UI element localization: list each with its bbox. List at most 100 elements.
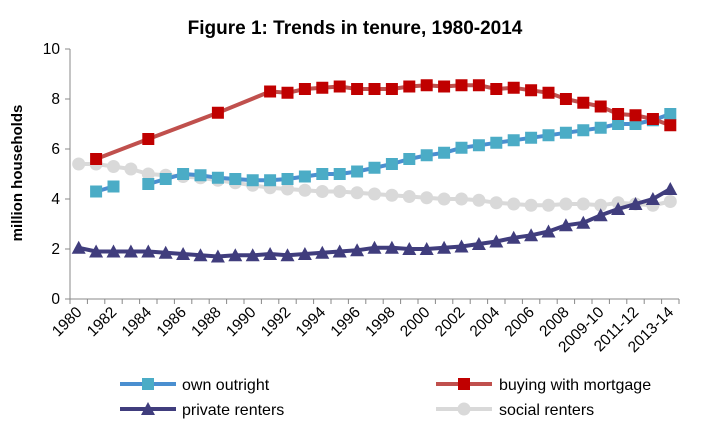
data-point-social-renters — [315, 185, 329, 198]
y-axis-label: million households — [9, 105, 26, 242]
data-point-private-renters — [158, 245, 173, 259]
x-tick-label: 1996 — [328, 304, 364, 340]
data-point-private-renters — [71, 240, 86, 254]
x-tick-label: 1988 — [188, 304, 224, 340]
data-point-social-renters — [559, 197, 573, 211]
x-tick-label: 1998 — [362, 304, 398, 340]
data-point-private-renters — [297, 247, 312, 260]
x-tick-label: 1990 — [223, 304, 260, 341]
data-point-private-renters — [506, 230, 521, 244]
data-point-own-outright — [229, 173, 242, 185]
data-point-buying-with-mortgage — [455, 79, 468, 92]
data-point-buying-with-mortgage — [594, 100, 607, 113]
x-tick-label: 1982 — [84, 304, 120, 340]
data-point-private-renters — [663, 182, 678, 195]
legend-label: buying with mortgage — [499, 377, 651, 394]
series-line-own-outright — [147, 112, 671, 186]
data-point-private-renters — [558, 218, 573, 232]
x-tick-label: 2002 — [432, 304, 468, 340]
data-point-private-renters — [645, 192, 660, 205]
data-point-buying-with-mortgage — [438, 80, 451, 93]
data-point-buying-with-mortgage — [629, 109, 642, 122]
data-point-buying-with-mortgage — [559, 93, 572, 105]
data-point-buying-with-mortgage — [281, 86, 294, 99]
data-point-buying-with-mortgage — [646, 113, 659, 125]
data-point-own-outright — [559, 126, 572, 139]
data-point-private-renters — [210, 249, 225, 263]
legend-label: social renters — [499, 402, 594, 419]
data-point-own-outright — [664, 108, 677, 120]
legend: own outright buying with mortgage private … — [120, 377, 651, 419]
data-point-own-outright — [368, 161, 381, 174]
legend-item-buying-with-mortgage: buying with mortgage — [436, 377, 651, 394]
data-point-social-renters — [489, 196, 503, 210]
data-point-social-renters — [437, 192, 451, 206]
data-point-private-renters — [141, 244, 156, 258]
series-private-renters — [71, 182, 678, 263]
data-point-private-renters — [350, 243, 365, 257]
data-point-own-outright — [438, 146, 451, 159]
data-point-social-renters — [141, 167, 155, 181]
x-tick-label: 1986 — [154, 304, 190, 340]
data-point-private-renters — [367, 240, 382, 254]
data-point-private-renters — [437, 240, 452, 254]
data-point-social-renters — [420, 191, 434, 205]
data-point-own-outright — [177, 168, 190, 180]
data-point-buying-with-mortgage — [472, 79, 485, 92]
data-point-buying-with-mortgage — [403, 80, 416, 93]
data-point-private-renters — [263, 247, 278, 260]
data-point-social-renters — [455, 192, 468, 206]
legend-label: own outright — [182, 377, 270, 394]
data-point-own-outright — [246, 174, 259, 187]
data-point-own-outright — [90, 185, 103, 198]
legend-marker-buying-with-mortgage — [458, 378, 470, 390]
x-tick-label: 1994 — [293, 304, 330, 341]
data-point-own-outright — [211, 171, 224, 184]
data-point-buying-with-mortgage — [612, 108, 625, 120]
data-point-buying-with-mortgage — [577, 96, 590, 109]
y-tick-label: 4 — [51, 191, 60, 208]
data-point-social-renters — [472, 193, 486, 207]
data-point-buying-with-mortgage — [420, 79, 433, 92]
data-point-social-renters — [663, 195, 677, 208]
data-point-own-outright — [455, 141, 468, 154]
data-point-social-renters — [385, 188, 399, 202]
data-point-private-renters — [524, 228, 539, 242]
data-point-own-outright — [107, 180, 120, 193]
data-point-buying-with-mortgage — [507, 81, 520, 94]
data-point-own-outright — [316, 168, 329, 180]
x-tick-label: 1992 — [258, 304, 294, 340]
data-point-private-renters — [228, 248, 243, 262]
y-tick-label: 8 — [51, 91, 60, 108]
data-point-private-renters — [315, 245, 330, 259]
data-point-social-renters — [124, 162, 138, 176]
data-point-buying-with-mortgage — [542, 86, 555, 99]
data-point-own-outright — [612, 118, 625, 130]
y-tick-label: 6 — [51, 141, 60, 158]
data-point-private-renters — [123, 244, 138, 258]
data-point-buying-with-mortgage — [385, 83, 398, 95]
legend-marker-social-renters — [457, 402, 471, 416]
data-point-social-renters — [298, 183, 312, 197]
data-point-buying-with-mortgage — [351, 83, 364, 95]
data-point-buying-with-mortgage — [90, 153, 103, 165]
x-tick-label: 2006 — [502, 304, 538, 340]
data-point-social-renters — [576, 197, 590, 211]
x-tick-label: 2004 — [467, 304, 504, 341]
data-point-private-renters — [245, 248, 260, 262]
data-point-private-renters — [593, 208, 608, 222]
data-point-buying-with-mortgage — [316, 81, 329, 94]
data-point-social-renters — [542, 198, 555, 212]
data-point-private-renters — [489, 234, 504, 248]
data-point-buying-with-mortgage — [298, 83, 311, 95]
data-point-private-renters — [384, 240, 399, 254]
data-point-buying-with-mortgage — [211, 106, 224, 119]
series-buying-with-mortgage — [90, 79, 677, 165]
data-point-own-outright — [142, 178, 155, 190]
y-tick-label: 2 — [51, 241, 60, 258]
data-point-own-outright — [577, 124, 590, 137]
data-point-own-outright — [351, 165, 364, 178]
data-point-private-renters — [106, 244, 121, 258]
legend-item-own-outright: own outright — [120, 377, 270, 394]
y-tick-label: 10 — [43, 41, 61, 58]
